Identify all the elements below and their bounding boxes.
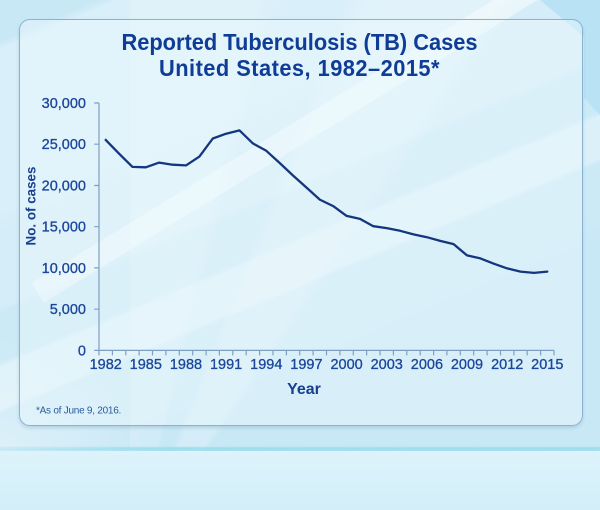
svg-text:1988: 1988 xyxy=(170,357,202,373)
svg-text:*As of June 9, 2016.: *As of June 9, 2016. xyxy=(36,406,121,417)
svg-text:1985: 1985 xyxy=(130,357,162,373)
svg-text:2006: 2006 xyxy=(411,357,443,373)
svg-text:Year: Year xyxy=(287,381,321,398)
svg-text:30,000: 30,000 xyxy=(42,96,86,112)
svg-text:2012: 2012 xyxy=(491,357,523,373)
svg-text:2009: 2009 xyxy=(451,357,483,373)
svg-text:1982: 1982 xyxy=(90,357,122,373)
svg-text:10,000: 10,000 xyxy=(42,261,86,277)
svg-text:1991: 1991 xyxy=(210,357,242,373)
svg-text:2003: 2003 xyxy=(371,357,403,373)
svg-text:20,000: 20,000 xyxy=(42,179,86,195)
svg-text:No. of cases: No. of cases xyxy=(24,167,39,246)
svg-text:2015: 2015 xyxy=(531,357,563,373)
svg-text:0: 0 xyxy=(78,343,86,359)
svg-text:2000: 2000 xyxy=(330,357,362,373)
svg-text:25,000: 25,000 xyxy=(42,137,86,153)
svg-text:15,000: 15,000 xyxy=(42,220,86,236)
svg-text:1994: 1994 xyxy=(250,357,282,373)
svg-text:1997: 1997 xyxy=(290,357,322,373)
svg-text:5,000: 5,000 xyxy=(50,302,86,318)
